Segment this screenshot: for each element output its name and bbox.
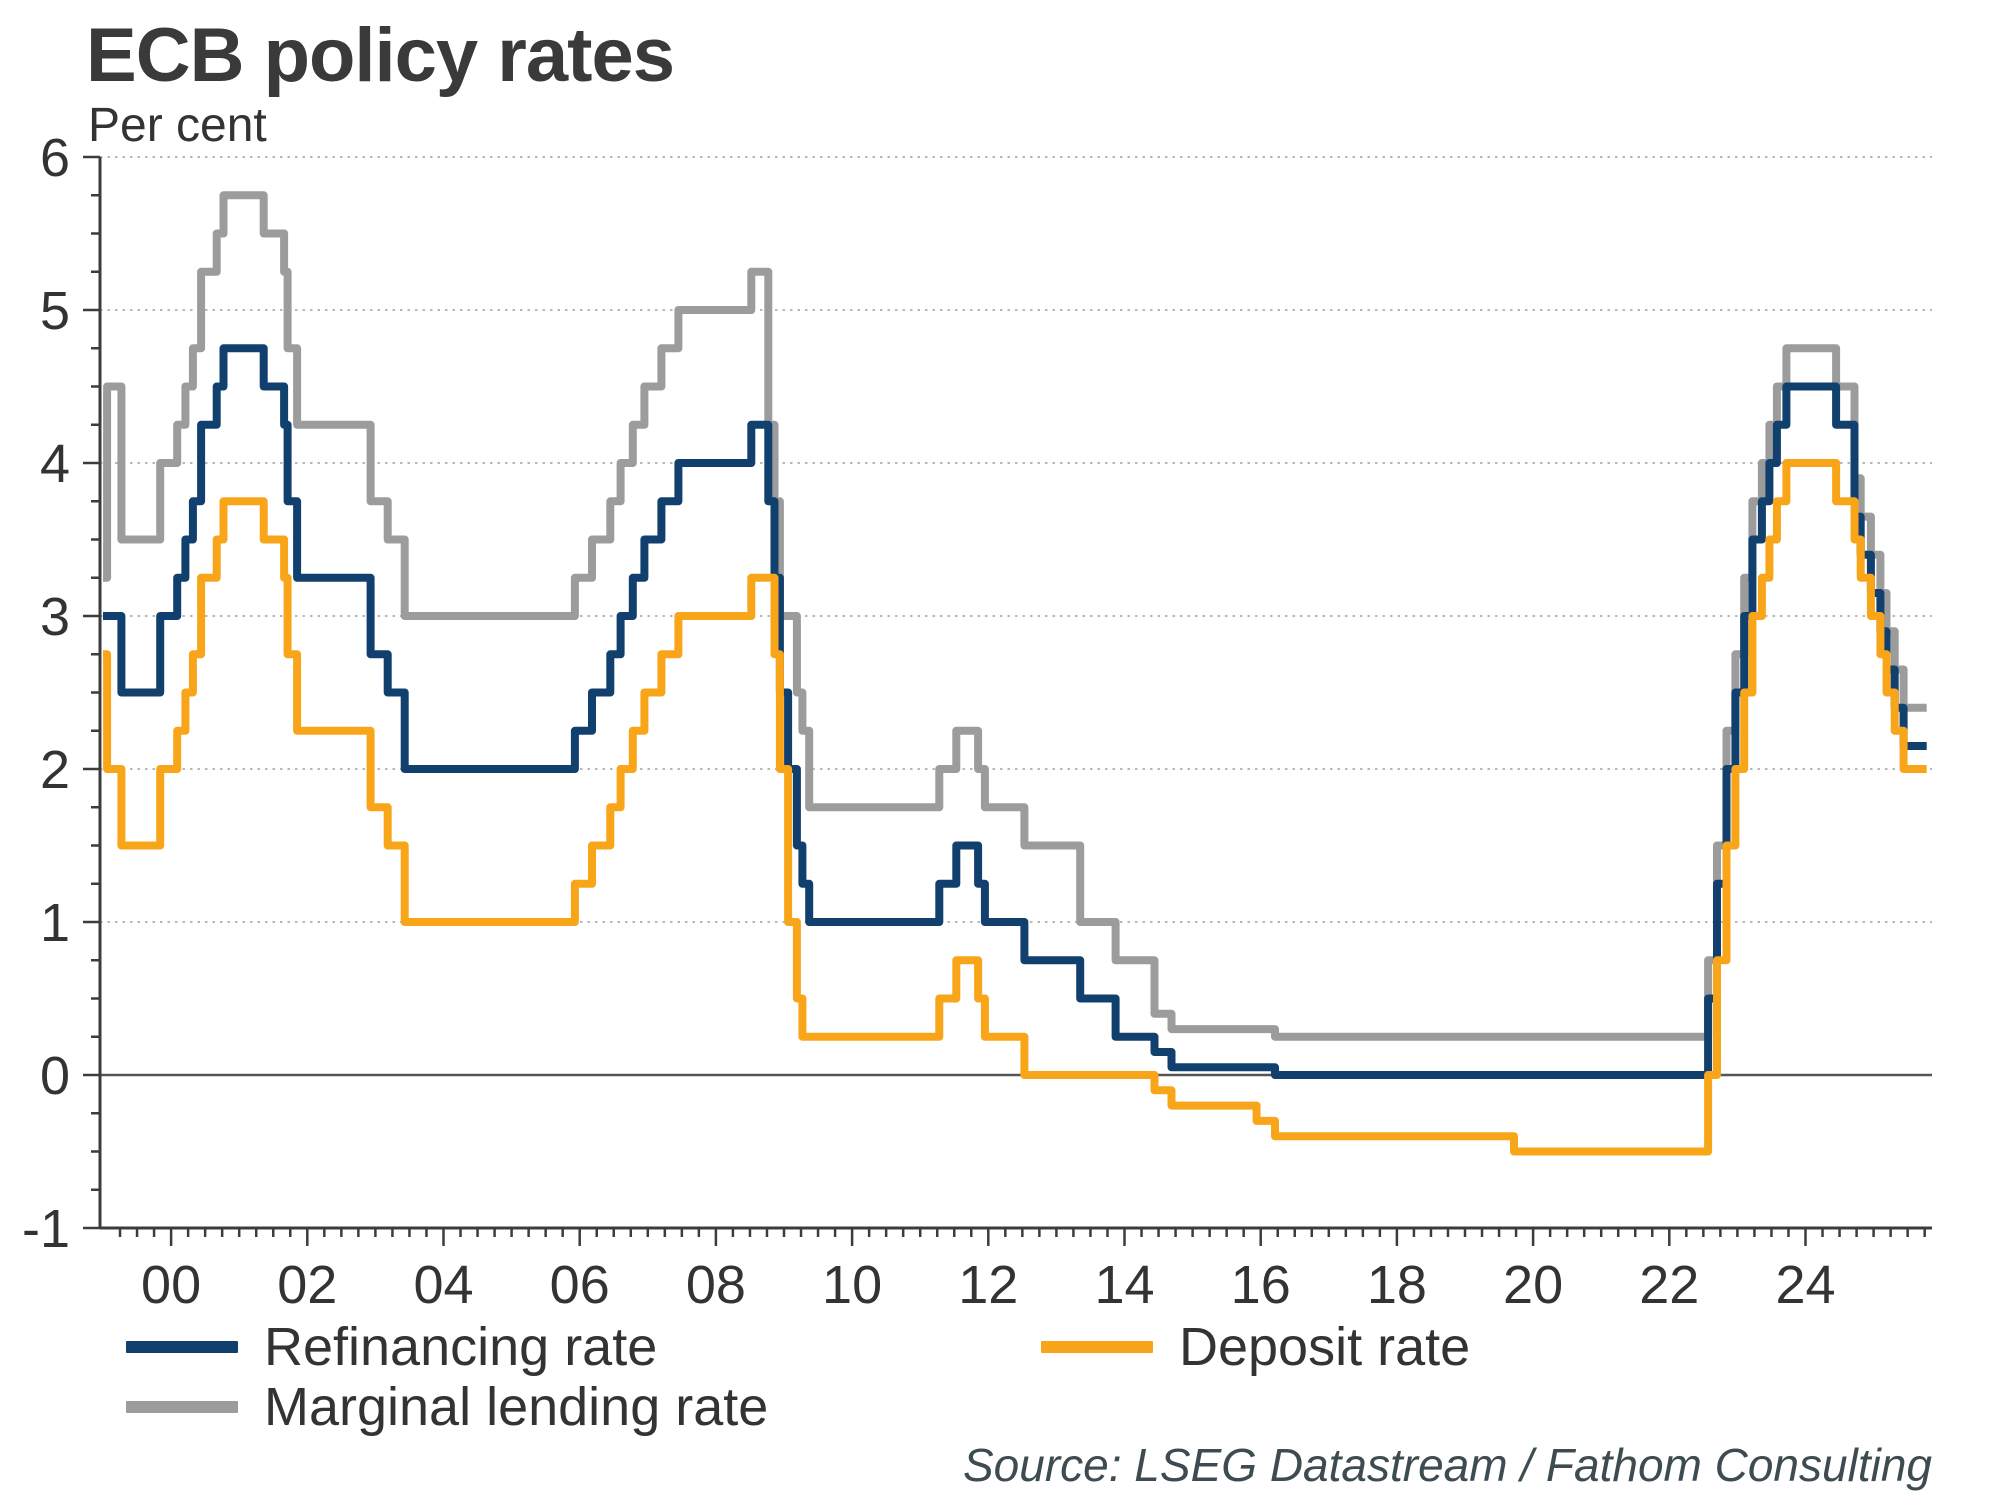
x-tick-label: 14 xyxy=(1094,1255,1154,1315)
source-text: Source: LSEG Datastream / Fathom Consult… xyxy=(963,1439,1932,1491)
x-tick-label: 24 xyxy=(1775,1255,1835,1315)
x-tick-label: 18 xyxy=(1367,1255,1427,1315)
legend-item-deposit-rate: Deposit rate xyxy=(1041,1316,1470,1378)
y-tick-label: 2 xyxy=(40,740,70,800)
x-tick-label: 06 xyxy=(550,1255,610,1315)
x-tick-label: 16 xyxy=(1231,1255,1291,1315)
x-tick-label: 10 xyxy=(822,1255,882,1315)
x-tick-label: 20 xyxy=(1503,1255,1563,1315)
x-tick-label: 04 xyxy=(413,1255,473,1315)
y-tick-label: 3 xyxy=(40,587,70,647)
y-tick-label: 4 xyxy=(40,434,70,494)
series-deposit-rate xyxy=(103,459,1927,1156)
series-marginal-lending-rate xyxy=(103,191,1927,1041)
y-tick-label: 5 xyxy=(40,281,70,341)
x-tick-label: 00 xyxy=(141,1255,201,1315)
x-tick-label: 12 xyxy=(958,1255,1018,1315)
series-refinancing-rate xyxy=(103,344,1927,1079)
legend-label: Refinancing rate xyxy=(264,1317,658,1377)
y-axis-unit-label: Per cent xyxy=(88,99,267,152)
x-tick-label: 02 xyxy=(277,1255,337,1315)
y-tick-label: -1 xyxy=(22,1199,70,1259)
legend-item-marginal-lending-rate: Marginal lending rate xyxy=(126,1376,768,1438)
legend-item-refinancing-rate: Refinancing rate xyxy=(126,1316,657,1378)
y-tick-label: 6 xyxy=(40,128,70,188)
deposit-rate-swatch xyxy=(1041,1341,1153,1353)
legend-label: Marginal lending rate xyxy=(264,1377,769,1437)
page-title: ECB policy rates xyxy=(86,13,675,98)
marginal-lending-rate-swatch xyxy=(126,1401,238,1413)
x-tick-label: 22 xyxy=(1639,1255,1699,1315)
refinancing-rate-swatch xyxy=(126,1341,238,1353)
x-tick-label: 08 xyxy=(686,1255,746,1315)
y-tick-label: 0 xyxy=(40,1046,70,1106)
y-tick-label: 1 xyxy=(40,893,70,953)
legend-label: Deposit rate xyxy=(1179,1317,1471,1377)
